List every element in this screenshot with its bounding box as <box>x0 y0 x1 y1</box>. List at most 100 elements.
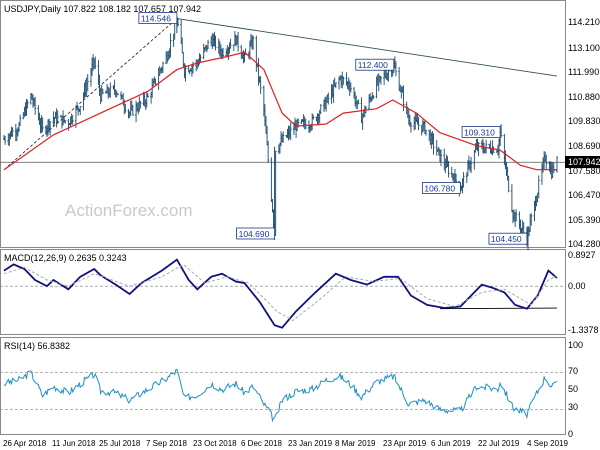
macd-tick-label: -1.3378 <box>568 325 599 335</box>
price-candle <box>507 175 510 193</box>
rsi-header: RSI(14) 56.8382 <box>4 341 70 351</box>
price-candle <box>447 160 450 178</box>
date-tick-label: 8 Mar 2019 <box>335 439 376 448</box>
annotation-label: 114.546 <box>141 14 171 24</box>
price-candle <box>394 61 397 77</box>
price-candle <box>379 76 382 85</box>
price-candle <box>545 154 548 170</box>
swing-annotation: 106.780 <box>421 182 461 194</box>
price-candle <box>86 74 89 92</box>
rsi-tick-label: 50 <box>568 384 578 394</box>
date-tick-label: 7 Sep 2018 <box>146 439 187 448</box>
price-candle <box>146 93 149 98</box>
price-candle <box>11 127 14 137</box>
price-candle <box>259 75 262 95</box>
price-tick-label: 109.830 <box>568 116 600 126</box>
annotation-label: 106.780 <box>424 184 455 194</box>
price-candle <box>327 92 330 105</box>
price-candle <box>49 121 52 136</box>
price-candle <box>131 104 134 116</box>
annotation-label: 104.690 <box>239 229 270 239</box>
price-candle <box>169 33 172 58</box>
price-candle <box>515 209 518 222</box>
price-candle <box>510 184 513 213</box>
price-candle <box>26 99 29 109</box>
date-tick-label: 23 Apr 2019 <box>383 439 427 448</box>
price-candle <box>41 117 44 133</box>
swing-annotation: 104.690 <box>236 227 275 240</box>
price-candle <box>409 122 412 133</box>
moving-average-line <box>3 51 557 171</box>
price-layer <box>0 14 565 251</box>
price-tick-label: 111.990 <box>568 67 599 77</box>
price-candle <box>357 99 360 105</box>
date-tick-label: 6 Dec 2018 <box>241 439 282 448</box>
annotation-box <box>355 58 395 71</box>
price-candle <box>232 44 235 51</box>
date-tick-label: 4 Sep 2019 <box>527 439 568 448</box>
price-candle <box>492 146 495 154</box>
swing-annotation: 104.450 <box>488 232 528 245</box>
price-candle <box>349 82 352 93</box>
annotation-label: 104.450 <box>491 234 522 244</box>
price-candle <box>319 104 322 114</box>
price-candle <box>252 35 255 50</box>
date-tick-label: 11 Jun 2018 <box>52 439 96 448</box>
rsi-pane-frame <box>0 337 566 435</box>
macd-layer <box>0 258 565 329</box>
rsi-tick-label: 100 <box>568 340 583 350</box>
price-candle <box>109 82 112 98</box>
price-candle <box>71 115 74 125</box>
rsi-tick-label: 30 <box>568 402 578 412</box>
rsi-tick-label: 70 <box>568 366 578 376</box>
date-tick-label: 22 Jul 2019 <box>478 439 520 448</box>
price-candle <box>462 171 465 188</box>
price-candle <box>270 157 273 203</box>
price-candle <box>334 82 337 89</box>
macd-header: MACD(12,26,9) 0.2635 0.3243 <box>4 253 127 263</box>
watermark: ActionForex.com <box>65 201 193 220</box>
support-trendline <box>3 18 178 171</box>
price-candle <box>372 95 375 100</box>
price-tick-label: 106.470 <box>568 190 600 200</box>
price-candle <box>184 64 187 82</box>
date-axis: 26 Apr 2018 11 Jun 2018 25 Jul 2018 7 Se… <box>3 439 568 448</box>
date-tick-label: 26 Apr 2018 <box>3 439 47 448</box>
price-candle <box>139 100 142 109</box>
price-candle <box>470 156 473 174</box>
price-tick-label: 104.280 <box>568 239 600 249</box>
price-candle <box>4 135 7 145</box>
swing-annotation: 109.310 <box>461 126 501 138</box>
date-tick-label: 6 Jun 2019 <box>431 439 471 448</box>
swing-annotation: 112.400 <box>355 58 395 71</box>
price-candle <box>417 117 420 131</box>
price-candle <box>222 47 225 59</box>
price-header: USDJPY,Daily 107.822 108.182 107.657 107… <box>4 4 201 14</box>
rsi-layer <box>0 368 565 423</box>
price-candle <box>304 118 307 130</box>
price-candle <box>267 141 270 163</box>
last-price-marker <box>565 156 600 168</box>
price-candle <box>432 133 435 155</box>
price-tick-label: 108.690 <box>568 141 600 151</box>
price-candle <box>424 129 427 136</box>
price-candle <box>537 175 540 199</box>
price-candle <box>94 56 97 70</box>
macd-pane-frame <box>0 249 566 335</box>
last-price-label: 107.942 <box>568 157 600 167</box>
price-candle <box>79 106 82 116</box>
price-candle <box>207 39 210 50</box>
price-candle <box>282 131 285 143</box>
price-candle <box>214 35 217 51</box>
price-candle <box>342 76 345 85</box>
annotation-box <box>138 12 178 24</box>
swing-annotation: 114.546 <box>138 12 178 24</box>
annotation-box <box>236 227 275 240</box>
price-candle <box>440 149 443 167</box>
price-candle <box>289 122 292 141</box>
price-candle <box>161 61 164 73</box>
macd-line <box>3 258 558 329</box>
price-candle <box>402 85 405 112</box>
annotation-box <box>488 232 528 245</box>
price-candle <box>101 88 104 95</box>
